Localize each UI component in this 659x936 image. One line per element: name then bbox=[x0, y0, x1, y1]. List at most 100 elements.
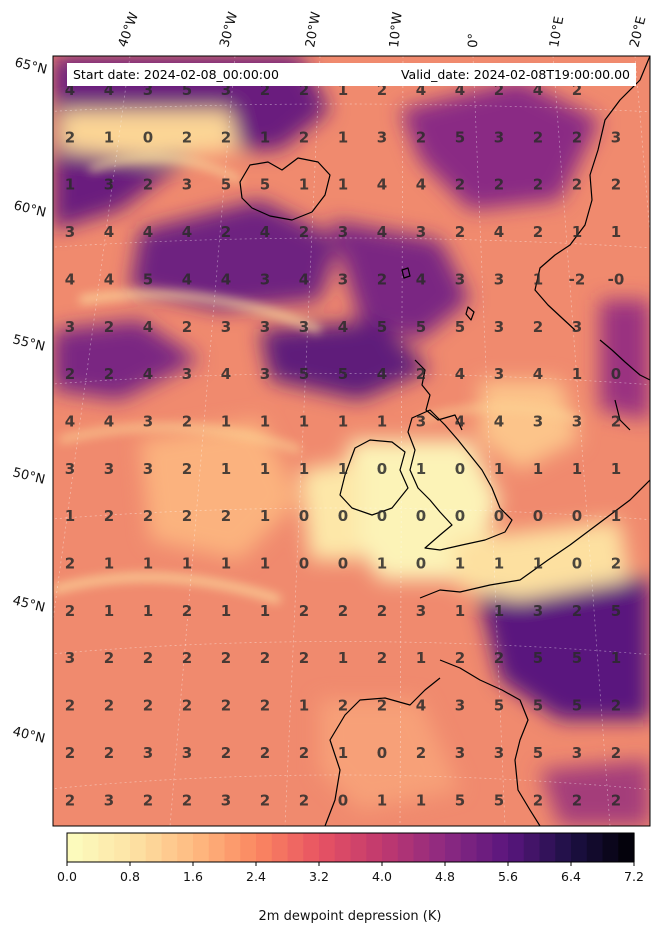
colorbar-swatch bbox=[413, 833, 430, 862]
grid-value: -2 bbox=[569, 270, 586, 288]
colorbar-tick-label: 4.8 bbox=[435, 869, 455, 884]
iceland-coast bbox=[239, 157, 331, 221]
longitude-labels: 40°W 30°W 20°W 10°W 0° 10°E 20°E bbox=[116, 10, 650, 49]
grid-value: 4 bbox=[455, 365, 465, 383]
grid-value: 2 bbox=[377, 81, 387, 99]
grid-value: 3 bbox=[221, 791, 231, 809]
grid-value: 2 bbox=[65, 555, 75, 573]
grid-value: 1 bbox=[377, 791, 387, 809]
grid-value: 1 bbox=[338, 649, 348, 667]
grid-value: 2 bbox=[221, 697, 231, 715]
grid-value: 2 bbox=[143, 176, 153, 194]
grid-value: 2 bbox=[338, 697, 348, 715]
grid-value: 4 bbox=[143, 223, 153, 241]
colorbar-ticks: 0.0 0.8 1.6 2.4 3.2 4.0 4.8 5.6 6.4 7.2 bbox=[57, 862, 644, 884]
colorbar-swatch bbox=[256, 833, 273, 862]
grid-value: 3 bbox=[494, 318, 504, 336]
faroe-islands bbox=[401, 267, 411, 279]
grid-value: 1 bbox=[338, 81, 348, 99]
colorbar-tick-label: 0.0 bbox=[57, 869, 77, 884]
grid-value: 4 bbox=[494, 412, 504, 430]
grid-value: 0 bbox=[494, 507, 504, 525]
grid-value: 4 bbox=[416, 81, 426, 99]
grid-value: 0 bbox=[377, 507, 387, 525]
grid-value: 2 bbox=[611, 412, 621, 430]
grid-value: 4 bbox=[494, 223, 504, 241]
grid-value: 0 bbox=[338, 791, 348, 809]
grid-value: 3 bbox=[494, 744, 504, 762]
grid-value: 0 bbox=[533, 507, 543, 525]
grid-value: 1 bbox=[221, 460, 231, 478]
grid-value: 0 bbox=[299, 507, 309, 525]
grid-value: 1 bbox=[260, 507, 270, 525]
grid-value: 2 bbox=[260, 697, 270, 715]
grid-value: 0 bbox=[416, 507, 426, 525]
grid-value: 3 bbox=[533, 412, 543, 430]
colorbar-tick-label: 3.2 bbox=[309, 869, 329, 884]
grid-value: 2 bbox=[455, 649, 465, 667]
grid-value: 2 bbox=[572, 128, 582, 146]
colorbar-swatch bbox=[208, 833, 226, 862]
grid-value: 3 bbox=[182, 744, 192, 762]
grid-value: 5 bbox=[338, 365, 348, 383]
grid-value: 1 bbox=[377, 555, 387, 573]
colorbar-swatch bbox=[618, 833, 635, 862]
grid-value: 2 bbox=[65, 791, 75, 809]
grid-value: 2 bbox=[143, 649, 153, 667]
scotland-coast bbox=[414, 359, 463, 431]
grid-value: 1 bbox=[221, 602, 231, 620]
grid-value: 5 bbox=[182, 81, 192, 99]
grid-value: 1 bbox=[260, 460, 270, 478]
lon-label-20e: 20°E bbox=[627, 15, 649, 49]
grid-value: 4 bbox=[455, 412, 465, 430]
colorbar-title: 2m dewpoint depression (K) bbox=[259, 909, 442, 924]
grid-value: 3 bbox=[455, 697, 465, 715]
grid-value: 1 bbox=[143, 602, 153, 620]
lon-label-30w: 30°W bbox=[217, 10, 241, 49]
grid-value: 1 bbox=[299, 697, 309, 715]
start-date-label: Start date: 2024-02-08_00:00:00 bbox=[73, 67, 279, 82]
grid-value: 5 bbox=[455, 318, 465, 336]
map-panel: 4 4 3 5 3 2 2 1 2 4 4 2 4 2 2 1 0 2 2 1 2 1 3 2 5 3 2 2 3 1 3 2 3 5 5 1 1 4 4 2… bbox=[53, 56, 650, 826]
grid-value: 3 bbox=[221, 81, 231, 99]
grid-value: 3 bbox=[260, 270, 270, 288]
grid-value: 5 bbox=[377, 318, 387, 336]
grid-value: 2 bbox=[572, 791, 582, 809]
grid-value: 4 bbox=[416, 270, 426, 288]
colorbar-swatch bbox=[397, 833, 415, 862]
colorbar-tick-label: 2.4 bbox=[246, 869, 266, 884]
grid-value: 2 bbox=[377, 697, 387, 715]
grid-value: 4 bbox=[533, 81, 543, 99]
grid-value: 2 bbox=[260, 649, 270, 667]
grid-value: 2 bbox=[572, 176, 582, 194]
grid-value: 4 bbox=[299, 270, 309, 288]
grid-value: 4 bbox=[182, 223, 192, 241]
grid-value: 3 bbox=[455, 744, 465, 762]
grid-value: 3 bbox=[104, 460, 114, 478]
colorbar-swatch bbox=[240, 833, 257, 862]
grid-value: 1 bbox=[260, 602, 270, 620]
grid-value: 2 bbox=[494, 176, 504, 194]
grid-value: 3 bbox=[494, 270, 504, 288]
grid-value: 3 bbox=[533, 602, 543, 620]
grid-value: 3 bbox=[572, 412, 582, 430]
grid-value: 1 bbox=[338, 128, 348, 146]
colorbar-swatch bbox=[492, 833, 509, 862]
latitude-labels: 65°N 60°N 55°N 50°N 45°N 40°N bbox=[11, 55, 48, 746]
grid-value: 1 bbox=[533, 460, 543, 478]
grid-value: 1 bbox=[611, 460, 621, 478]
grid-value: 1 bbox=[221, 412, 231, 430]
grid-value: 5 bbox=[572, 697, 582, 715]
grid-value: 2 bbox=[299, 791, 309, 809]
grid-value: 2 bbox=[104, 649, 114, 667]
colorbar-swatches bbox=[67, 833, 635, 862]
grid-value: 1 bbox=[221, 555, 231, 573]
colorbar-swatch bbox=[224, 833, 241, 862]
grid-value: 1 bbox=[572, 365, 582, 383]
colorbar-swatch bbox=[145, 833, 163, 862]
colorbar-swatch bbox=[271, 833, 289, 862]
grid-value: 2 bbox=[611, 697, 621, 715]
grid-value: 2 bbox=[182, 460, 192, 478]
colorbar-swatch bbox=[382, 833, 399, 862]
